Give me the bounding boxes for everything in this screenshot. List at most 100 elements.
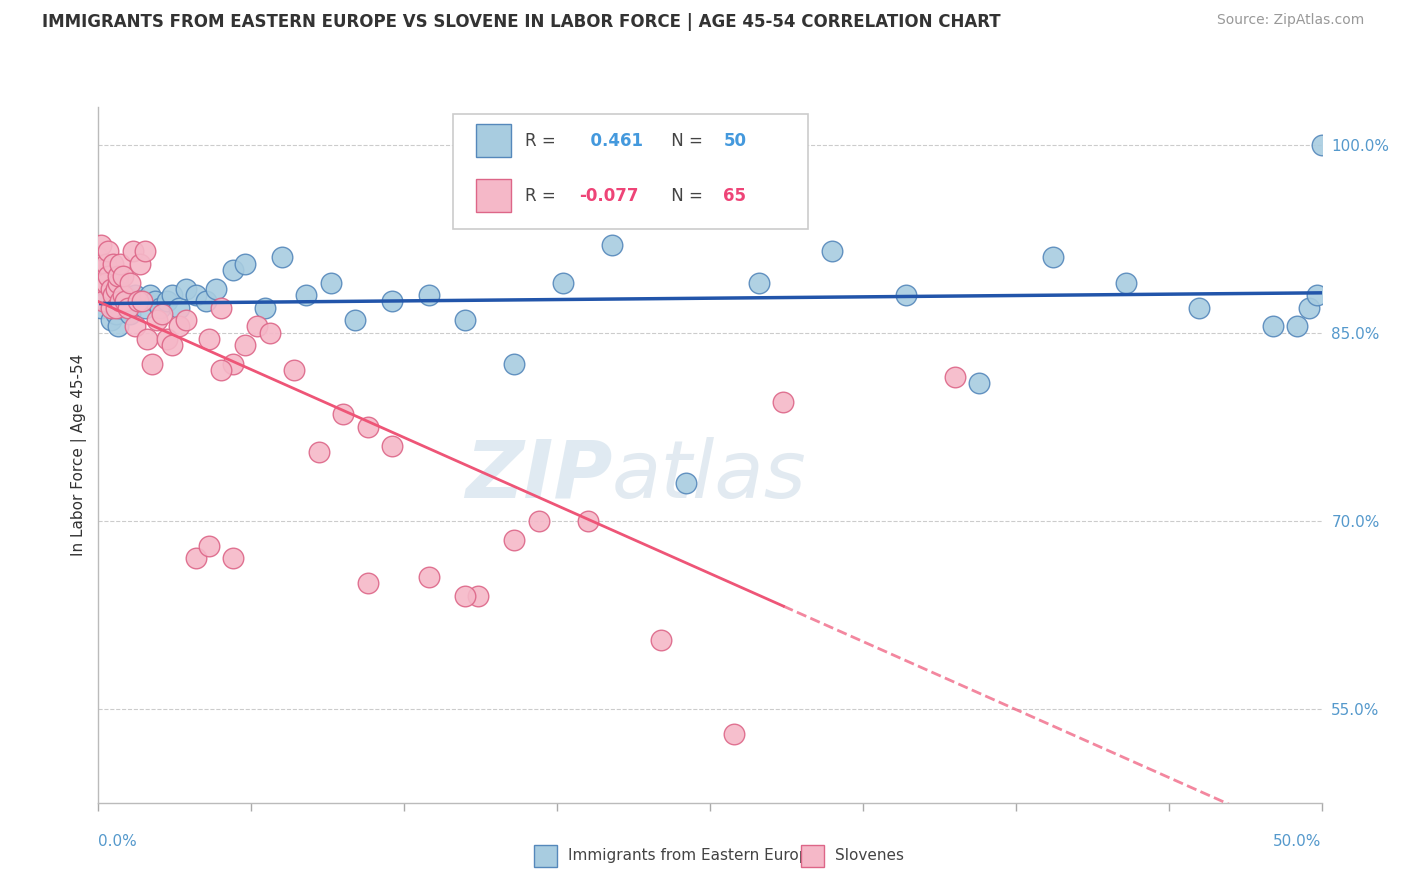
Point [1310,137,1333,152]
Text: IMMIGRANTS FROM EASTERN EUROPE VS SLOVENE IN LABOR FORCE | AGE 45-54 CORRELATION: IMMIGRANTS FROM EASTERN EUROPE VS SLOVEN… [42,13,1001,31]
Point [104,307,127,321]
Point [222,357,245,371]
Point [381,438,404,452]
Text: 50: 50 [724,132,747,150]
Point [94,257,117,271]
Point [503,357,526,371]
Point [101,288,124,302]
Text: 0.0%: 0.0% [98,834,138,849]
Point [134,244,156,259]
Point [503,533,526,547]
Point [104,282,127,296]
Point [1188,301,1211,315]
Text: -0.077: -0.077 [579,186,638,204]
Point [141,357,163,371]
Point [1306,288,1329,302]
Point [748,276,770,290]
Point [356,576,378,591]
Point [104,301,127,315]
Point [186,288,208,302]
Point [156,294,179,309]
Point [209,301,232,315]
Point [134,301,156,315]
Text: N =: N = [666,186,709,204]
Point [131,294,153,309]
Point [136,332,159,346]
Point [381,294,404,309]
Text: Source: ZipAtlas.com: Source: ZipAtlas.com [1216,13,1364,28]
Point [90,263,112,277]
Text: R =: R = [526,186,561,204]
Text: N =: N = [666,132,709,150]
Text: atlas: atlas [612,437,807,515]
Point [156,332,179,346]
Point [418,288,440,302]
Point [97,269,120,284]
Point [295,288,318,302]
Point [114,294,136,309]
Point [467,589,489,603]
Text: 0.461: 0.461 [579,132,643,150]
Point [160,338,183,352]
Point [1042,251,1064,265]
Point [160,288,183,302]
Point [124,288,146,302]
Point [454,313,477,327]
Point [1261,319,1284,334]
Point [1115,276,1137,290]
Point [100,313,122,327]
Point [1298,301,1320,315]
Point [101,288,124,302]
Point [675,476,697,491]
Point [143,294,166,309]
Point [222,263,245,277]
Point [553,276,575,290]
Point [197,332,219,346]
Point [107,319,129,334]
Point [222,551,245,566]
Point [246,319,269,334]
Point [129,294,152,309]
Point [146,313,169,327]
Point [117,301,139,315]
Point [94,276,117,290]
Point [107,269,129,284]
Point [120,307,142,321]
Point [1286,319,1309,334]
Point [100,301,122,315]
Point [110,257,132,271]
Point [186,551,208,566]
Point [167,301,190,315]
Point [344,313,367,327]
Point [111,269,134,284]
Point [576,514,599,528]
Point [205,282,228,296]
Point [111,288,134,302]
Point [111,294,134,309]
Point [723,727,745,741]
Point [259,326,281,340]
Point [650,632,672,647]
Point [129,257,152,271]
Point [90,301,112,315]
Point [120,276,142,290]
Point [94,294,117,309]
Point [117,301,139,315]
Text: 50.0%: 50.0% [1274,834,1322,849]
Text: Immigrants from Eastern Europe: Immigrants from Eastern Europe [568,848,818,863]
Point [107,276,129,290]
Point [209,363,232,377]
Point [319,276,342,290]
Point [943,369,966,384]
Point [332,407,354,421]
Point [967,376,990,390]
Point [127,294,149,309]
Point [91,276,114,290]
Point [139,288,162,302]
Point [195,294,218,309]
Point [356,419,378,434]
Text: Slovenes: Slovenes [835,848,904,863]
FancyBboxPatch shape [477,179,510,212]
Point [283,363,305,377]
Point [150,307,173,321]
